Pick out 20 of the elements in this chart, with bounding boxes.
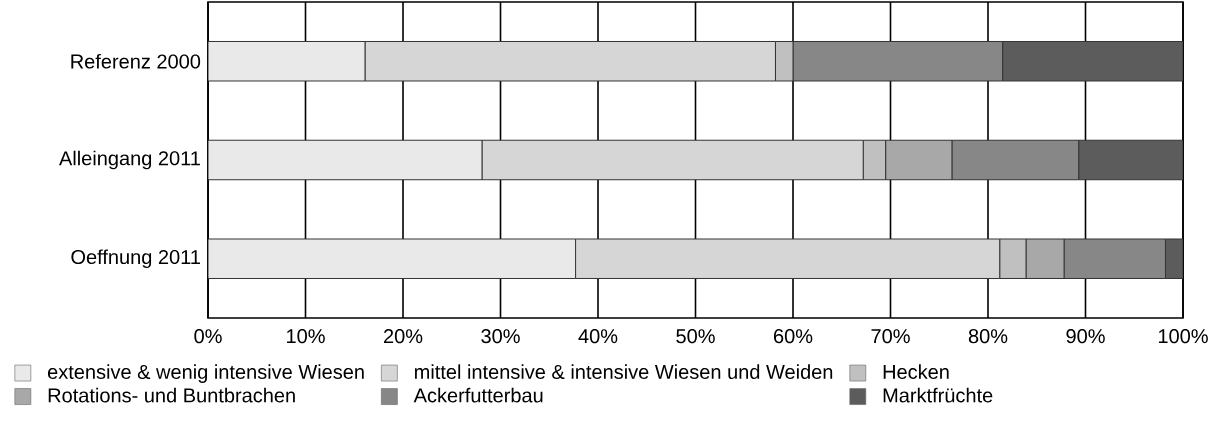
legend-label: Ackerfutterbau [413, 387, 543, 403]
legend-label: Hecken [883, 364, 949, 379]
x-tick-label: 100% [1158, 329, 1208, 344]
x-tick-label: 0% [194, 329, 222, 344]
y-tick-label: Alleingang 2011 [59, 150, 200, 170]
x-tick-label: 20% [384, 329, 423, 344]
x-tick-label: 80% [968, 329, 1008, 344]
x-tick-label: 70% [871, 329, 910, 344]
legend-label: Rotations- und Buntbrachen [48, 387, 295, 403]
legend-label: extensive & wenig intensive Wiesen [47, 364, 364, 383]
x-tick-label: 50% [676, 329, 715, 344]
legend-label: mittel intensive & intensive Wiesen und Weiden [414, 364, 833, 379]
x-tick-label: 90% [1066, 329, 1105, 344]
x-tick-label: 60% [773, 329, 813, 344]
x-tick-label: 10% [287, 329, 325, 344]
y-tick-label: Oeffnung 2011 [71, 249, 200, 269]
x-tick-label: 40% [578, 329, 618, 344]
legend-label: Marktfrüchte [883, 387, 993, 403]
y-tick-label: Referenz 2000 [71, 53, 201, 69]
x-tick-label: 30% [481, 329, 520, 344]
